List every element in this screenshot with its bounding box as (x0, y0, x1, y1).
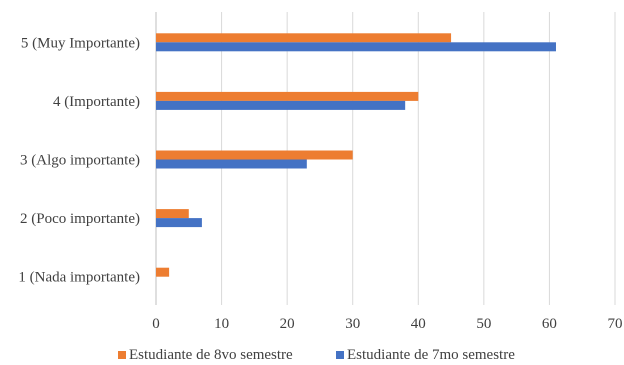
category-label: 5 (Muy Importante) (21, 35, 140, 51)
bar (156, 100, 406, 110)
x-tick-label: 10 (214, 316, 229, 332)
category-label: 1 (Nada importante) (18, 270, 140, 286)
bars (156, 33, 556, 277)
x-tick-label: 60 (542, 316, 557, 332)
legend-label: Estudiante de 8vo semestre (129, 347, 293, 363)
bar (156, 209, 189, 219)
x-tick-label: 0 (152, 316, 160, 332)
bar (156, 42, 556, 52)
category-label: 3 (Algo importante) (20, 153, 140, 169)
category-label: 4 (Importante) (53, 94, 140, 110)
x-tick-label: 20 (280, 316, 295, 332)
category-labels: 1 (Nada importante) 2 (Poco importante) 3 … (18, 35, 140, 285)
legend-swatch (336, 351, 344, 359)
bar (156, 150, 353, 160)
x-tick-label: 30 (345, 316, 360, 332)
x-tick-label: 50 (476, 316, 491, 332)
legend: Estudiante de 8vo semestre Estudiante de … (118, 347, 515, 363)
x-tick-label: 70 (608, 316, 623, 332)
x-tick-label: 40 (411, 316, 426, 332)
category-label: 2 (Poco importante) (20, 211, 140, 227)
bar (156, 218, 202, 228)
legend-swatch (118, 351, 126, 359)
bar (156, 91, 419, 101)
bar (156, 267, 170, 277)
bar (156, 159, 307, 169)
x-tick-labels: 0 10 20 30 40 50 60 70 (152, 316, 622, 332)
legend-label: Estudiante de 7mo semestre (347, 347, 515, 363)
bar (156, 33, 452, 43)
